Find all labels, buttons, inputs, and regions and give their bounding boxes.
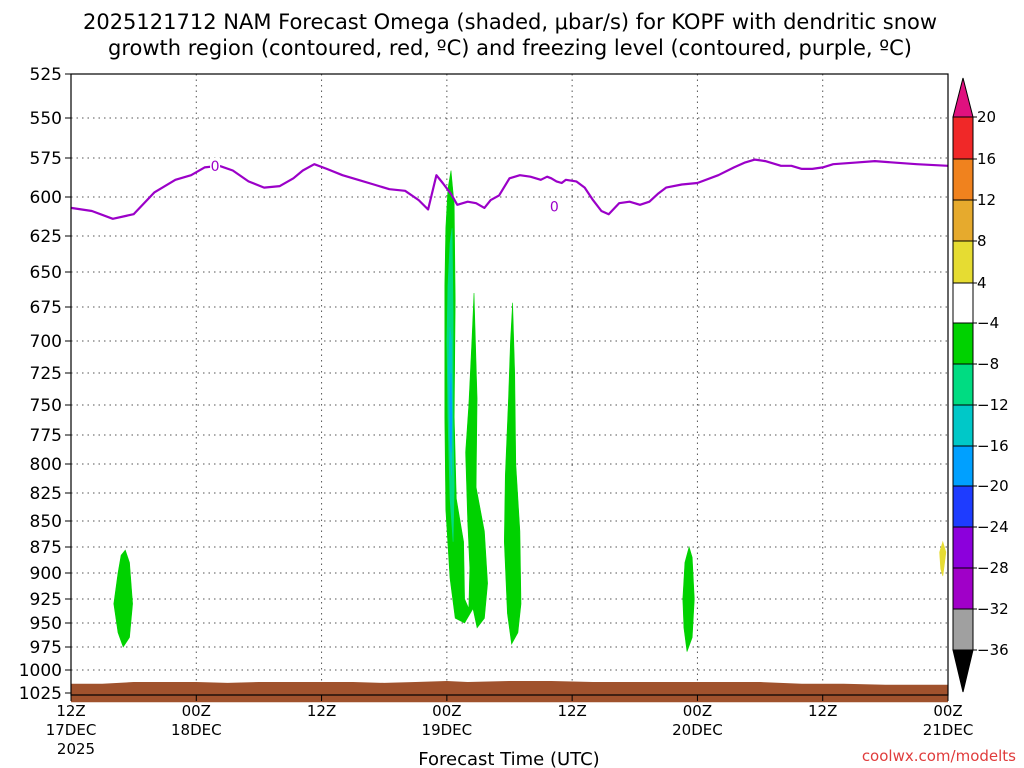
chart-title-line-1: 2025121712 NAM Forecast Omega (shaded, μ… xyxy=(83,10,937,34)
colorbar-label: −12 xyxy=(977,396,1009,414)
colorbar-label: 12 xyxy=(977,191,996,209)
colorbar-band xyxy=(952,526,974,569)
x-tick-label: 12Z xyxy=(56,702,85,720)
x-tick-label: 00Z xyxy=(182,702,211,720)
colorbar-band xyxy=(952,116,974,160)
omega-region xyxy=(444,170,488,629)
omega-region xyxy=(449,372,453,453)
y-tick-label: 675 xyxy=(30,298,62,318)
colorbar-band xyxy=(952,240,974,284)
y-tick-label: 875 xyxy=(30,538,62,558)
x-tick-label: 19DEC xyxy=(422,721,473,739)
x-tick-label: 00Z xyxy=(933,702,962,720)
freezing-level-line xyxy=(70,158,949,220)
plot-frame xyxy=(70,73,949,696)
colorbar-band xyxy=(952,445,974,487)
y-tick-label: 1000 xyxy=(19,661,62,681)
x-axis-label: Forecast Time (UTC) xyxy=(418,749,599,768)
y-tick-label: 750 xyxy=(30,396,62,416)
colorbar-band xyxy=(952,199,974,242)
freezing-level-label-bg xyxy=(549,198,560,214)
freezing-level-label-bg xyxy=(210,157,221,173)
plot-area: 00 xyxy=(70,73,949,703)
y-tick-label: 1025 xyxy=(19,684,62,704)
colorbar-band xyxy=(952,485,974,528)
y-tick-label: 700 xyxy=(30,332,62,352)
colorbar-band xyxy=(952,649,974,693)
y-tick-label: 600 xyxy=(30,188,62,208)
colorbar-band xyxy=(952,608,974,651)
colorbar-label: −24 xyxy=(977,518,1009,536)
y-tick-label: 575 xyxy=(30,149,62,169)
colorbar-label: −20 xyxy=(977,477,1009,495)
x-tick-label: 18DEC xyxy=(171,721,222,739)
x-tick-label: 21DEC xyxy=(923,721,974,739)
x-tick-label: 20DEC xyxy=(672,721,723,739)
colorbar-band xyxy=(952,322,974,365)
y-tick-label: 775 xyxy=(30,426,62,446)
y-tick-label: 625 xyxy=(30,227,62,247)
omega-region xyxy=(682,545,695,652)
omega-region xyxy=(939,540,947,577)
colorbar-label: −36 xyxy=(977,641,1009,659)
terrain-fill xyxy=(71,681,948,703)
y-tick-label: 900 xyxy=(30,564,62,584)
y-tick-label: 725 xyxy=(30,364,62,384)
colorbar: 20 16 12 8 4 −4 −8 −12 −16 −20 −24 −28 −32 −36 xyxy=(952,77,1009,693)
colorbar-label: −8 xyxy=(977,355,999,373)
freezing-level-label: 0 xyxy=(550,199,559,215)
colorbar-label: −4 xyxy=(977,314,999,332)
chart-title-line-2: growth region (contoured, red, ºC) and f… xyxy=(108,36,912,60)
colorbar-band xyxy=(952,567,974,610)
colorbar-label: 16 xyxy=(977,150,996,168)
colorbar-band xyxy=(952,282,974,324)
y-axis: 525 550 575 600 625 650 675 700 725 750 775 800 825 8… xyxy=(19,65,71,704)
freezing-level-label: 0 xyxy=(211,159,220,175)
x-tick-label: 17DEC xyxy=(46,721,97,739)
y-tick-label: 800 xyxy=(30,455,62,475)
y-tick-label: 825 xyxy=(30,484,62,504)
colorbar-label: 20 xyxy=(977,108,996,126)
colorbar-label: 4 xyxy=(977,274,987,292)
x-tick-label: 12Z xyxy=(557,702,586,720)
y-tick-label: 925 xyxy=(30,590,62,610)
x-tick-label: 12Z xyxy=(307,702,336,720)
colorbar-label: −32 xyxy=(977,600,1009,618)
y-tick-label: 525 xyxy=(30,65,62,85)
colorbar-label: −16 xyxy=(977,437,1009,455)
y-tick-label: 950 xyxy=(30,614,62,634)
colorbar-band xyxy=(952,404,974,447)
omega-region xyxy=(113,549,133,648)
omega-region xyxy=(503,302,522,646)
x-tick-label: 2025 xyxy=(57,740,95,758)
y-tick-label: 850 xyxy=(30,512,62,532)
colorbar-label: 8 xyxy=(977,232,987,250)
colorbar-band xyxy=(952,158,974,201)
y-tick-label: 650 xyxy=(30,263,62,283)
y-tick-label: 975 xyxy=(30,638,62,658)
x-tick-label: 12Z xyxy=(808,702,837,720)
credit-link[interactable]: coolwx.com/modelts xyxy=(862,747,1016,765)
x-tick-label: 00Z xyxy=(432,702,461,720)
colorbar-band xyxy=(952,77,974,118)
colorbar-label: −28 xyxy=(977,559,1009,577)
y-tick-label: 550 xyxy=(30,109,62,129)
colorbar-band xyxy=(952,363,974,406)
x-tick-label: 00Z xyxy=(683,702,712,720)
